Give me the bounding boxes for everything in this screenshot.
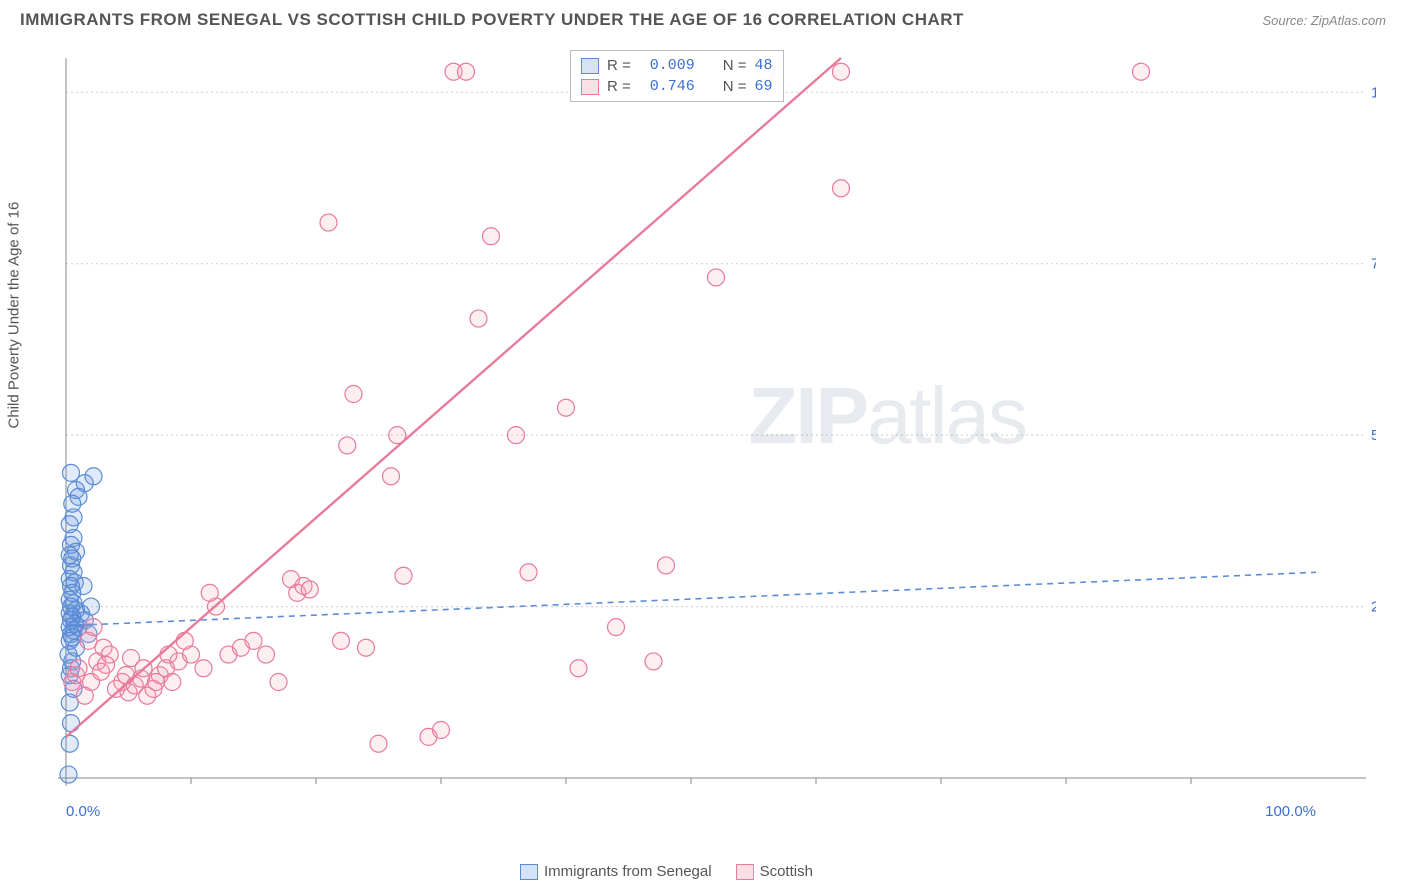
legend-r-value: 0.746 (639, 78, 695, 95)
legend-r-value: 0.009 (639, 57, 695, 74)
legend-n-label: N = (723, 78, 747, 95)
data-point (570, 660, 587, 677)
data-point (358, 639, 375, 656)
y-axis-label: Child Poverty Under the Age of 16 (6, 202, 23, 429)
title-bar: IMMIGRANTS FROM SENEGAL VS SCOTTISH CHIL… (20, 10, 1386, 30)
legend-r-label: R = (607, 57, 631, 74)
data-point (301, 581, 318, 598)
x-tick-label: 100.0% (1265, 803, 1316, 820)
data-point (470, 310, 487, 327)
data-point (70, 660, 87, 677)
data-point (60, 766, 77, 783)
data-point (645, 653, 662, 670)
data-point (558, 399, 575, 416)
data-point (345, 386, 362, 403)
x-tick-label: 0.0% (66, 803, 100, 820)
data-point (433, 722, 450, 739)
legend-swatch (736, 864, 754, 880)
legend-n-label: N = (723, 57, 747, 74)
data-point (395, 567, 412, 584)
data-point (118, 667, 135, 684)
data-point (458, 63, 475, 80)
data-point (85, 619, 102, 636)
data-point (833, 63, 850, 80)
data-point (258, 646, 275, 663)
data-point (508, 427, 525, 444)
data-point (608, 619, 625, 636)
data-point (370, 735, 387, 752)
y-tick-label: 50.0% (1371, 427, 1376, 444)
series-legend-item: Scottish (736, 863, 813, 880)
data-point (75, 578, 92, 595)
data-point (833, 180, 850, 197)
scatter-chart-svg: 0.0% 100.0% 25.0% 50.0% 75.0% 100.0% (56, 48, 1376, 836)
data-point (320, 214, 337, 231)
data-point (383, 468, 400, 485)
data-point (83, 598, 100, 615)
series-legend: Immigrants from Senegal Scottish (520, 863, 813, 880)
series-legend-label: Scottish (760, 863, 813, 880)
data-point (98, 656, 115, 673)
data-point (270, 674, 287, 691)
correlation-legend-row: R = 0.746 N = 69 (581, 76, 773, 97)
chart-container: IMMIGRANTS FROM SENEGAL VS SCOTTISH CHIL… (0, 0, 1406, 892)
data-point (195, 660, 212, 677)
series-legend-item: Immigrants from Senegal (520, 863, 712, 880)
data-point (708, 269, 725, 286)
data-point (1133, 63, 1150, 80)
data-point (61, 735, 78, 752)
data-point (164, 674, 181, 691)
data-point (176, 632, 193, 649)
data-point (245, 632, 262, 649)
chart-area: 0.0% 100.0% 25.0% 50.0% 75.0% 100.0% (56, 48, 1376, 836)
series-legend-label: Immigrants from Senegal (544, 863, 712, 880)
data-point (148, 674, 165, 691)
data-point (201, 584, 218, 601)
data-point (339, 437, 356, 454)
chart-title: IMMIGRANTS FROM SENEGAL VS SCOTTISH CHIL… (20, 10, 964, 30)
legend-swatch (581, 79, 599, 95)
correlation-legend-row: R = 0.009 N = 48 (581, 55, 773, 76)
legend-r-label: R = (607, 78, 631, 95)
data-point (658, 557, 675, 574)
data-point (483, 228, 500, 245)
trend-line (91, 572, 1316, 624)
data-point (520, 564, 537, 581)
legend-n-value: 48 (755, 57, 773, 74)
legend-swatch (520, 864, 538, 880)
data-point (85, 468, 102, 485)
correlation-legend: R = 0.009 N = 48 R = 0.746 N = 69 (570, 50, 784, 102)
data-point (63, 464, 80, 481)
trend-line (66, 58, 841, 737)
data-point (63, 715, 80, 732)
y-tick-label: 75.0% (1371, 256, 1376, 273)
data-point (333, 632, 350, 649)
data-point (61, 516, 78, 533)
source-label: Source: ZipAtlas.com (1262, 13, 1386, 28)
legend-n-value: 69 (755, 78, 773, 95)
y-tick-label: 25.0% (1371, 599, 1376, 616)
legend-swatch (581, 58, 599, 74)
y-tick-label: 100.0% (1371, 84, 1376, 101)
